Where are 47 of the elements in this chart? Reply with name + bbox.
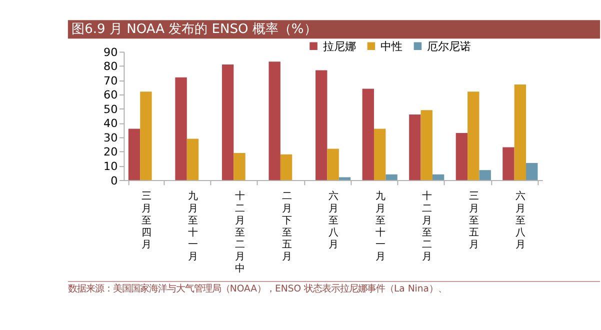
x-tick-label: 六月至八月 bbox=[516, 190, 526, 251]
bar bbox=[479, 170, 491, 180]
bar bbox=[420, 110, 432, 180]
bar bbox=[338, 177, 351, 180]
chart-title: 图6.9 月 NOAA 发布的 ENSO 概率（%） bbox=[72, 21, 317, 38]
bar bbox=[175, 77, 187, 180]
bar bbox=[362, 88, 374, 180]
bar bbox=[234, 152, 246, 180]
bar bbox=[456, 133, 468, 180]
legend-label: 厄尔尼诺 bbox=[427, 40, 472, 53]
bar bbox=[268, 62, 280, 180]
bar bbox=[386, 174, 398, 180]
x-tick-label: 九月至十一月 bbox=[375, 190, 386, 263]
y-tick-label: 20 bbox=[103, 146, 118, 159]
bar bbox=[186, 138, 199, 180]
bar bbox=[222, 64, 234, 180]
y-tick-label: 80 bbox=[103, 60, 118, 74]
x-tick-label: 六月至八月 bbox=[328, 190, 339, 251]
bar bbox=[526, 162, 538, 180]
bar bbox=[128, 128, 140, 180]
bar bbox=[316, 70, 328, 180]
y-tick-label: 0 bbox=[110, 174, 118, 188]
bar bbox=[409, 114, 421, 180]
bar bbox=[502, 147, 514, 180]
bar bbox=[140, 92, 152, 180]
bar bbox=[432, 174, 444, 180]
legend-label: 中性 bbox=[380, 40, 403, 53]
bar bbox=[514, 84, 526, 180]
x-tick-label: 十二月至二月 bbox=[422, 190, 432, 263]
bar bbox=[374, 128, 386, 180]
y-tick-label: 30 bbox=[103, 131, 118, 144]
x-tick-label: 十二月至二月中 bbox=[234, 190, 245, 275]
y-tick-label: 70 bbox=[103, 74, 118, 88]
bar bbox=[468, 92, 480, 180]
y-tick-label: 60 bbox=[103, 88, 118, 102]
x-tick-label: 三月至四月 bbox=[141, 191, 152, 251]
x-tick-label: 三月至五月 bbox=[468, 191, 479, 251]
y-tick-label: 50 bbox=[103, 102, 118, 116]
source-note: 数据来源：美国国家海洋与大气管理局（NOAA），ENSO 状态表示拉尼娜事件（La Nina）、 bbox=[68, 284, 447, 295]
bar bbox=[327, 148, 339, 180]
legend-label: 拉尼娜 bbox=[322, 40, 356, 53]
bar bbox=[280, 154, 292, 180]
x-tick-label: 二月下至五月 bbox=[282, 191, 292, 263]
y-tick-label: 90 bbox=[103, 46, 118, 59]
x-tick-label: 九月至十一月 bbox=[188, 190, 198, 263]
y-tick-label: 40 bbox=[103, 117, 118, 130]
y-tick-label: 10 bbox=[103, 160, 118, 174]
